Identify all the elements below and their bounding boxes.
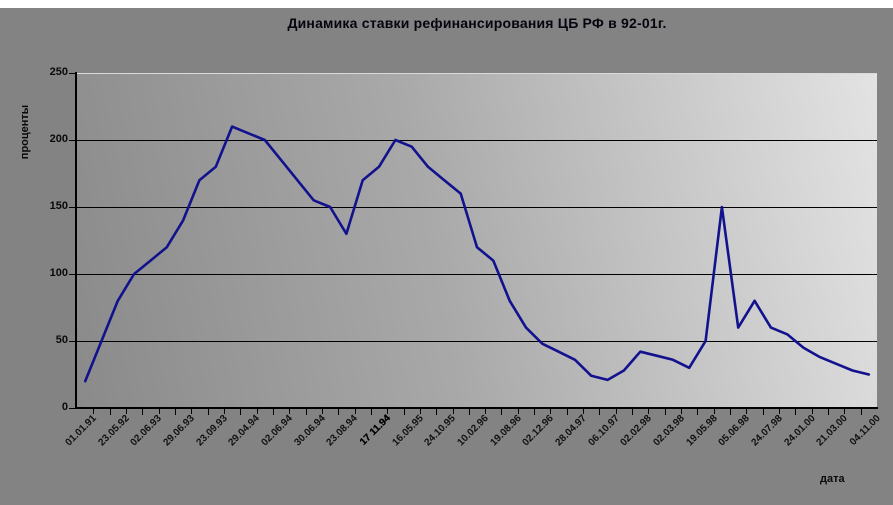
x-tick-24 [469,409,470,415]
x-tick-10 [240,409,241,415]
y-tick-50 [69,341,75,342]
x-tick-28 [534,409,535,415]
y-tick-200 [69,140,75,141]
x-tick-34 [632,409,633,415]
y-tick-label-200: 200 [49,133,68,145]
x-tick-26 [501,409,502,415]
x-tick-25 [485,409,486,414]
x-tick-11 [257,409,258,414]
gridline-150 [77,207,877,208]
y-tick-0 [69,408,75,409]
x-tick-19 [387,409,388,414]
x-tick-29 [550,409,551,414]
x-tick-8 [208,409,209,415]
page-top-margin [0,0,893,8]
x-tick-48 [861,409,862,415]
x-tick-13 [289,409,290,414]
x-tick-43 [779,409,780,414]
x-tick-42 [763,409,764,415]
x-tick-12 [273,409,274,415]
x-tick-30 [567,409,568,415]
x-tick-39 [714,409,715,414]
x-tick-21 [420,409,421,414]
x-tick-36 [665,409,666,415]
x-tick-9 [224,409,225,414]
x-tick-15 [322,409,323,414]
y-axis-title: проценты [19,104,31,160]
x-tick-2 [110,409,111,415]
x-tick-37 [681,409,682,414]
y-tick-label-0: 0 [61,401,68,413]
y-tick-label-50: 50 [55,334,68,346]
x-tick-47 [844,409,845,414]
y-tick-label-250: 250 [49,66,68,78]
x-tick-32 [599,409,600,415]
x-tick-40 [730,409,731,415]
x-tick-35 [648,409,649,414]
x-tick-16 [338,409,339,415]
x-tick-1 [93,409,94,414]
x-tick-18 [371,409,372,415]
x-tick-23 [453,409,454,414]
x-tick-31 [583,409,584,414]
x-tick-14 [306,409,307,415]
gridline-100 [77,274,877,275]
x-tick-41 [746,409,747,414]
x-tick-7 [191,409,192,414]
x-tick-4 [142,409,143,415]
x-tick-27 [518,409,519,414]
x-tick-33 [616,409,617,414]
y-tick-label-100: 100 [49,267,68,279]
y-tick-100 [69,274,75,275]
y-tick-label-150: 150 [49,200,68,212]
x-tick-45 [812,409,813,414]
x-tick-46 [828,409,829,415]
x-tick-17 [355,409,356,414]
x-tick-3 [126,409,127,414]
y-tick-250 [69,73,75,74]
x-tick-22 [436,409,437,415]
x-axis-line [75,407,878,409]
y-axis-line [75,72,77,409]
gridline-50 [77,341,877,342]
x-tick-6 [175,409,176,415]
y-tick-150 [69,207,75,208]
gridline-200 [77,140,877,141]
plot-area [77,73,877,409]
x-tick-38 [697,409,698,415]
x-tick-44 [795,409,796,415]
x-tick-20 [404,409,405,415]
x-tick-5 [159,409,160,414]
chart-title: Динамика ставки рефинансирования ЦБ РФ в… [287,15,667,31]
x-axis-title: дата [820,473,845,485]
